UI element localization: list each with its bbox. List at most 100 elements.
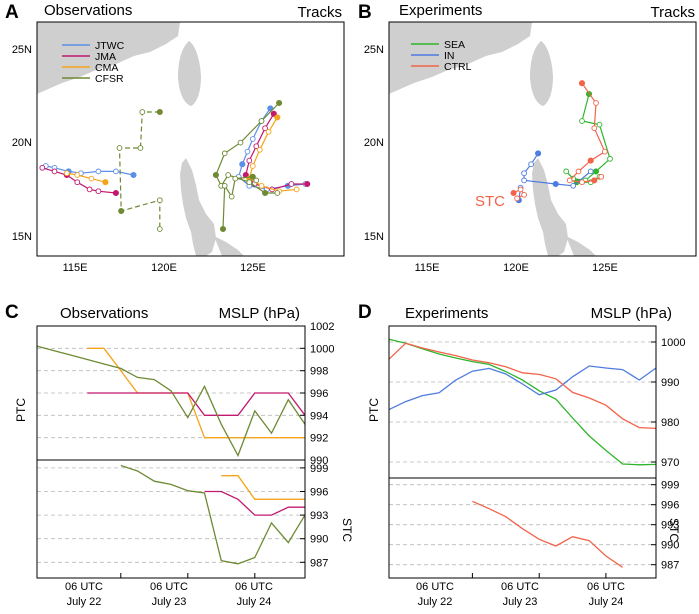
lon-tick-120e: 120E <box>151 262 177 274</box>
panel-a: A Observations Tracks 115E 120E 125E 25N… <box>5 2 345 274</box>
track-point-sea <box>596 121 603 128</box>
ytick-label-top: 1000 <box>310 343 334 355</box>
time-tick-1-line1: 06 UTC <box>65 581 103 593</box>
track-line-ctrl-1 <box>568 82 606 183</box>
track-point-ctrl <box>521 191 527 198</box>
lon-tick-125e-b: 125E <box>592 262 618 274</box>
panel-d-ylabel-top: PTC <box>367 398 381 422</box>
ytick-label-bot: 990 <box>310 534 328 546</box>
ytick-label-top: 996 <box>310 388 328 400</box>
track-point-cfsr <box>221 182 228 189</box>
time-tick-1-line1-d: 06 UTC <box>416 581 454 593</box>
ytick-label-bot: 987 <box>310 557 328 569</box>
time-tick-3-line2: July 24 <box>237 596 272 608</box>
track-point-cfsr <box>274 190 281 196</box>
track-point-ctrl <box>566 177 573 184</box>
track-point-jtwc <box>267 105 274 112</box>
track-line-cfsr-1 <box>215 102 280 194</box>
track-point-cfsr <box>249 173 256 180</box>
legend-label-sea: SEA <box>444 39 465 51</box>
track-point-cfsr <box>276 99 283 107</box>
legend-label-cma: CMA <box>95 62 118 74</box>
mslp-line-cma-bot <box>221 475 305 500</box>
panel-d-plot: 970 980 990 1000 987 990 993 996 999 <box>388 325 685 579</box>
track-point-cma <box>274 114 281 121</box>
track-point-jma <box>246 157 253 164</box>
land-luzon-south-b <box>566 236 596 256</box>
panel-a-letter: A <box>5 2 19 23</box>
land-luzon-b <box>532 158 568 256</box>
land-taiwan-b <box>530 41 553 106</box>
ytick-label-bot: 987 <box>661 560 679 572</box>
panel-b-map <box>389 22 596 256</box>
ytick-label-top: 992 <box>310 433 328 445</box>
track-point-cfsr <box>212 171 219 179</box>
track-point-ctrl <box>578 80 586 87</box>
track-point-cfsr <box>237 139 244 146</box>
lon-tick-120e-b: 120E <box>503 262 529 274</box>
ytick-label-top: 990 <box>661 377 679 389</box>
land-luzon <box>180 158 216 256</box>
time-tick-2-line1-d: 06 UTC <box>501 581 539 593</box>
legend-label-in: IN <box>444 50 455 62</box>
panel-b-map-ticks: 115E 120E 125E 25N 20N 15N <box>364 44 618 274</box>
lat-tick-15n-b: 15N <box>364 231 384 243</box>
ytick-label-top: 994 <box>310 410 328 422</box>
track-point-jma <box>86 186 93 193</box>
panel-c-ylabel-top: PTC <box>14 398 28 422</box>
track-point-ctrl <box>601 148 608 155</box>
ytick-label-bot: 993 <box>661 520 679 532</box>
ytick-label-top: 980 <box>661 417 679 429</box>
ytick-label-bot: 993 <box>310 510 328 522</box>
time-tick-2-line2-d: July 23 <box>503 596 538 608</box>
track-point-jma <box>262 125 268 132</box>
lat-tick-20n: 20N <box>12 137 32 149</box>
legend-label-ctrl: CTRL <box>444 61 472 73</box>
track-point-cfsr <box>221 150 228 157</box>
lon-tick-115e: 115E <box>63 262 88 274</box>
panel-d-right-label: MSLP (hPa) <box>591 305 672 322</box>
panel-d: D Experiments MSLP (hPa) 970 980 990 1000 98… <box>358 302 685 608</box>
track-point-cfsr <box>246 179 253 186</box>
track-point-in <box>535 150 542 157</box>
panel-c-letter: C <box>5 302 19 323</box>
panel-a-map-ticks: 115E 120E 125E 25N 20N 15N <box>12 44 266 274</box>
track-point-cfsr <box>219 225 227 233</box>
track-point-cfsr <box>253 177 260 184</box>
time-tick-1-line2: July 22 <box>67 596 102 608</box>
track-point-sea <box>579 118 585 124</box>
legend-label-jtwc: JTWC <box>95 40 125 52</box>
track-point-cma <box>265 128 272 135</box>
track-point-ctrl <box>517 186 524 193</box>
ytick-label-bot: 999 <box>661 480 679 492</box>
track-point-ctrl <box>510 189 517 197</box>
time-tick-3-line1: 06 UTC <box>235 581 273 593</box>
time-tick-3-line1-d: 06 UTC <box>587 581 625 593</box>
panel-d-ylabel-bottom: STC <box>667 518 681 542</box>
legend-label-cfsr: CFSR <box>95 73 124 85</box>
track-point-in <box>570 182 577 189</box>
panel-b-title: Experiments <box>399 2 482 19</box>
track-point-jma <box>51 168 58 175</box>
track-point-jma <box>270 110 277 117</box>
track-point-ctrl <box>579 179 585 186</box>
track-point-jma <box>253 143 260 150</box>
track-point-ctrl <box>598 173 605 180</box>
track-point-cma <box>258 182 265 189</box>
panel-b-tracks <box>510 80 613 204</box>
track-point-cfsr <box>258 118 265 124</box>
panel-a-right-label: Tracks <box>298 4 342 21</box>
mslp-line-cfsr-bot <box>120 464 306 565</box>
track-point-ctrl <box>591 125 598 132</box>
track-point-in <box>552 180 559 188</box>
panel-d-time-ticks: 06 UTC July 22 06 UTC July 23 06 UTC Jul… <box>416 581 625 608</box>
track-point-cfsr <box>225 172 232 178</box>
time-tick-2-line1: 06 UTC <box>150 581 188 593</box>
track-point-jma <box>288 181 295 187</box>
track-point-jma <box>95 188 102 195</box>
track-point-cfsr <box>118 207 125 215</box>
legend-label-jma: JMA <box>95 51 116 63</box>
ytick-label-bot: 990 <box>661 540 679 552</box>
track-point-ctrl <box>587 157 594 164</box>
